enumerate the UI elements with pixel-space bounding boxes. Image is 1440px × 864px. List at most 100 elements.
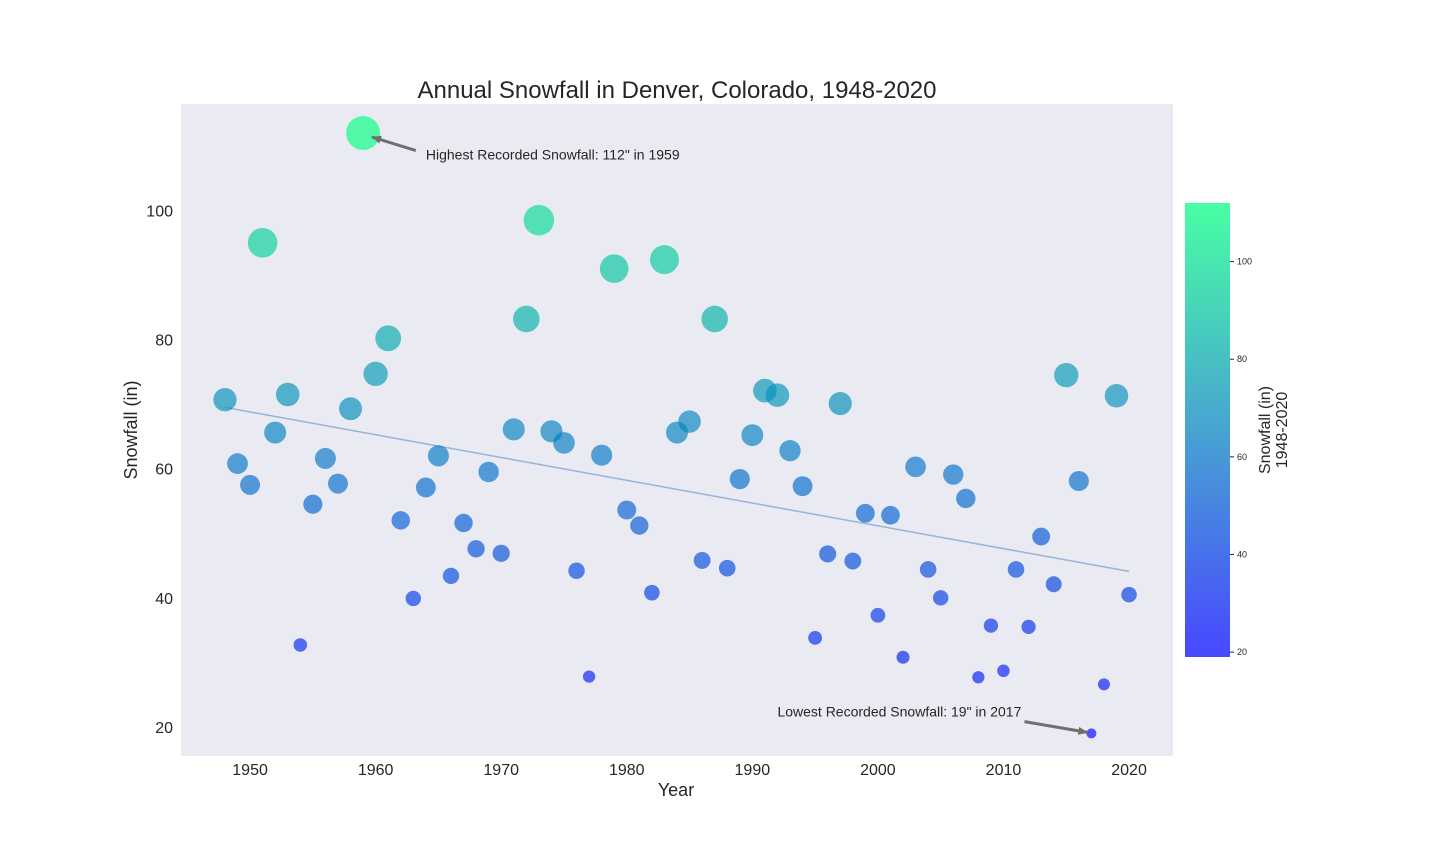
data-point [819,545,837,563]
data-point [1021,619,1036,635]
data-point [943,464,964,485]
data-point [391,511,411,530]
data-point [828,391,852,416]
data-point [582,670,596,683]
data-point [213,387,237,412]
data-point [502,418,525,441]
x-tick-label: 2000 [860,762,896,779]
data-point [293,638,308,652]
data-point [919,561,937,578]
data-point [741,424,764,447]
annotation-text: Highest Recorded Snowfall: 112" in 1959 [426,147,680,163]
x-tick-label: 1980 [609,762,645,779]
data-point [881,505,900,525]
data-point [227,453,248,474]
data-point [303,494,323,514]
x-tick-label: 2010 [986,762,1022,779]
data-point [905,456,926,478]
colorbar-label-line1: Snowfall (in) [1257,386,1274,474]
data-point [855,503,875,523]
data-point [1045,576,1062,593]
data-point [1068,470,1089,492]
colorbar-label-line2: 1948-2020 [1274,392,1291,469]
data-point [375,325,402,352]
data-point [1097,678,1110,691]
colorbar-fill [1185,203,1230,657]
x-axis-ticks: 1950 1960 1970 1980 1990 2000 2010 2020 [232,762,1147,779]
data-point [844,552,862,570]
data-point [264,421,287,444]
data-point [275,382,300,407]
data-point [240,474,261,495]
colorbar-tick-label: 80 [1237,354,1247,364]
data-point [454,513,473,533]
x-tick-label: 1950 [232,762,268,779]
data-point [427,445,449,467]
data-point [630,516,649,535]
data-point [870,607,886,623]
colorbar-tick-label: 20 [1237,647,1247,657]
x-tick-label: 1970 [483,762,519,779]
data-point [1054,362,1079,388]
y-tick-label: 20 [155,720,173,737]
data-point [314,447,336,469]
x-tick-label: 1960 [358,762,394,779]
data-point [896,650,910,664]
data-point [678,410,701,433]
data-point [718,559,736,577]
data-point [467,540,485,558]
data-point [701,305,728,333]
data-point [1086,728,1097,739]
x-tick-label: 1990 [735,762,771,779]
y-tick-label: 100 [146,204,173,221]
data-point [523,204,555,236]
data-point [415,477,436,498]
data-point [649,245,679,275]
data-point [983,618,999,633]
x-tick-label: 2020 [1111,762,1147,779]
data-point [327,473,348,494]
data-point [591,444,613,466]
y-tick-label: 40 [155,591,173,608]
data-points [213,116,1137,739]
annotation-text: Lowest Recorded Snowfall: 19" in 2017 [777,704,1021,720]
data-point [792,476,813,497]
data-point [729,468,750,490]
data-point [363,361,388,387]
annotation-arrow [1024,720,1089,735]
data-point [247,227,278,258]
data-point [599,254,629,283]
data-point [339,397,363,421]
colorbar: 20 40 60 80 100 Snowfall (in) 1948-2020 [1185,203,1291,657]
data-point [1007,561,1025,578]
data-point [513,305,540,333]
data-point [765,383,790,407]
data-point [1032,527,1051,546]
annotation-arrow [371,135,417,152]
data-point [442,567,460,585]
data-point [405,590,422,607]
data-point [693,551,711,569]
colorbar-ticks: 20 40 60 80 100 [1230,257,1252,657]
data-point [932,590,949,606]
y-tick-label: 60 [155,462,173,479]
data-point [956,488,976,509]
data-point [997,664,1010,678]
data-point [346,116,381,151]
data-point [492,544,510,562]
data-point [644,584,660,601]
y-axis-ticks: 20 40 60 80 100 [146,204,173,737]
data-point [568,562,585,579]
colorbar-tick-label: 100 [1237,257,1252,267]
colorbar-tick-label: 60 [1237,452,1247,462]
data-point [808,630,823,645]
annotations: Highest Recorded Snowfall: 112" in 1959 L… [371,135,1089,735]
data-point [478,461,499,483]
data-point [553,432,575,454]
data-point [1104,384,1129,408]
data-point [617,500,637,520]
data-point [1121,586,1137,603]
trend-line [224,406,1130,573]
data-point [972,671,985,684]
